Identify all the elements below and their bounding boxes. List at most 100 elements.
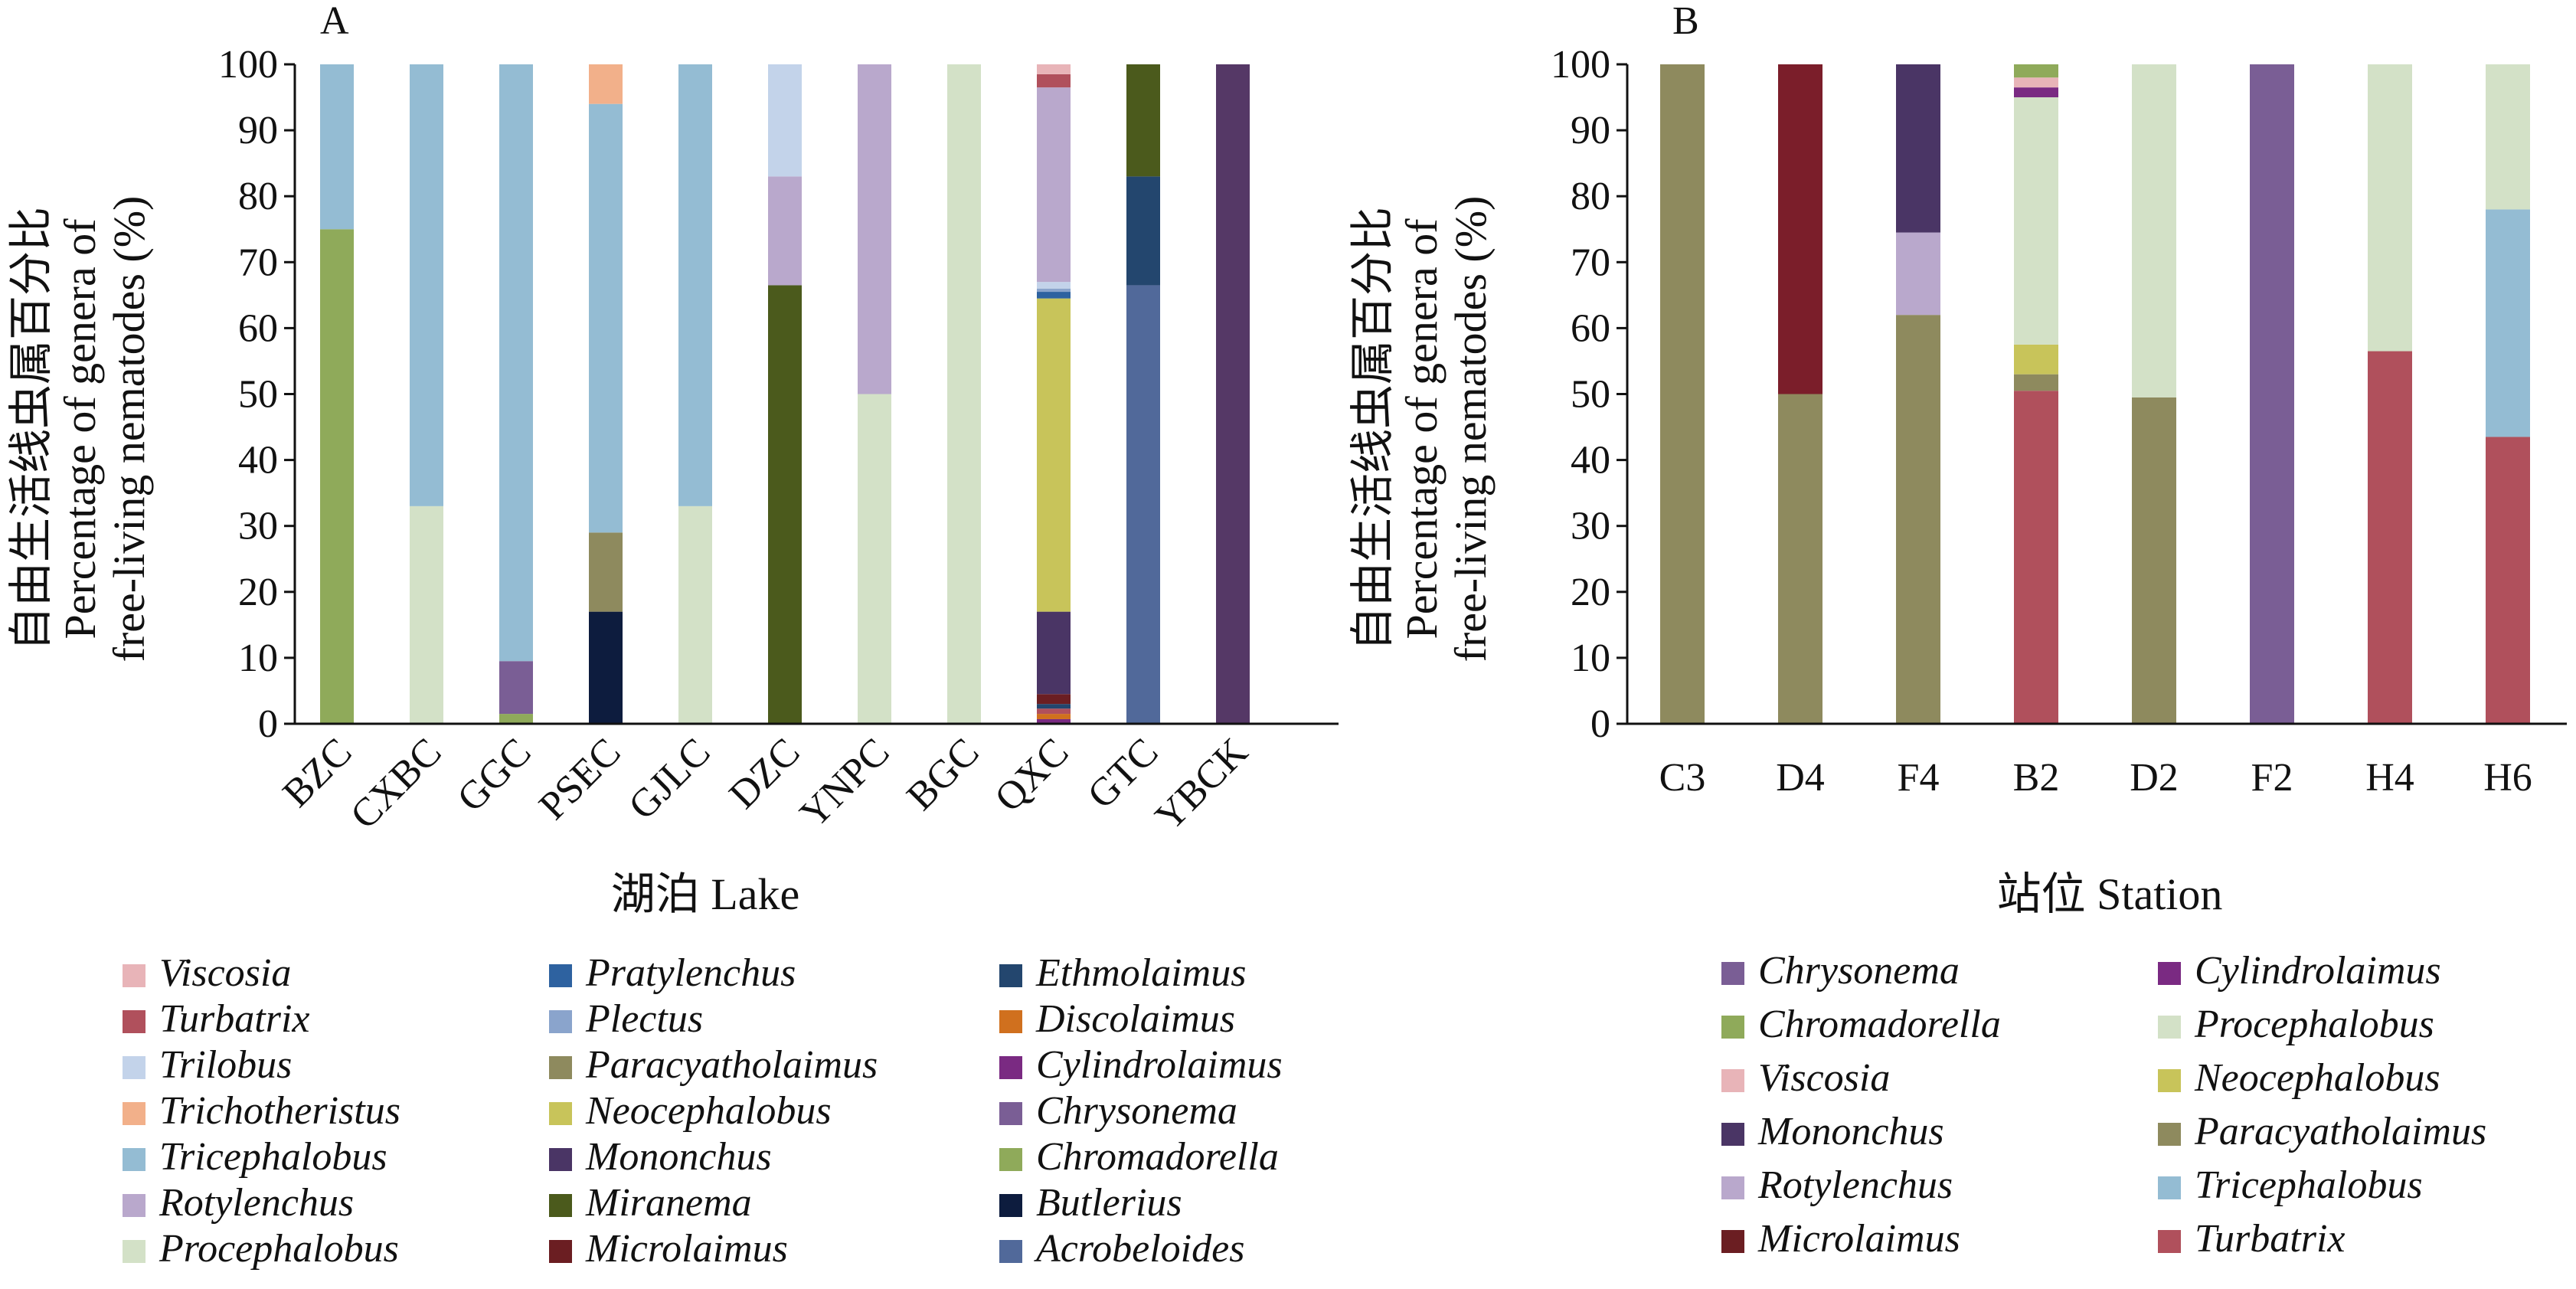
bar-C3	[1660, 64, 1705, 724]
legend-item-rotylenchus: Rotylenchus	[123, 1181, 354, 1225]
bar-PSEC	[589, 64, 623, 724]
bar-H4	[2368, 64, 2412, 724]
y-tick-label: 90	[238, 109, 278, 152]
y-tick-label: 0	[1590, 702, 1610, 746]
bar-segment-mononchus	[1896, 64, 1940, 233]
y-tick-label: 100	[218, 43, 278, 87]
legend-swatch	[1721, 1016, 1744, 1039]
panel-b-y-ticks: 0 10 20 30 40 50 60 70 80 90 100	[1551, 43, 1627, 746]
legend-item-plectus: Plectus	[549, 997, 703, 1041]
legend-swatch	[549, 1194, 572, 1217]
legend-label: Turbatrix	[159, 997, 310, 1041]
legend-label: Cylindrolaimus	[1036, 1043, 1283, 1087]
legend-item-neocephalobus: Neocephalobus	[2158, 1056, 2440, 1100]
legend-item-chromadorella: Chromadorella	[1721, 1003, 2001, 1046]
legend-item-microlaimus: Microlaimus	[1721, 1217, 1960, 1261]
bar-segment-chrysonema	[2250, 64, 2294, 724]
y-tick-label: 50	[238, 373, 278, 417]
bar-segment-ethmolaimus	[1037, 704, 1071, 709]
y-tick-label: 30	[1571, 505, 1610, 548]
bar-segment-turbatrix	[1037, 74, 1071, 88]
bar-H6	[2486, 64, 2530, 724]
panel-b-y-title-cn: 自由生活线虫属百分比	[1348, 207, 1398, 651]
legend-item-trichotheristus: Trichotheristus	[123, 1089, 400, 1133]
bar-segment-turbatrix	[2486, 437, 2530, 724]
bar-segment-chromadorella	[320, 229, 354, 724]
legend-item-neocephalobus: Neocephalobus	[549, 1089, 832, 1133]
y-tick-label: 100	[1551, 43, 1610, 87]
x-tick-label: B2	[2013, 756, 2060, 800]
bar-segment-procephalobus	[947, 64, 981, 724]
bar-segment-miranema	[1126, 64, 1160, 177]
legend-swatch	[2158, 1069, 2181, 1092]
legend-label: Mononchus	[585, 1135, 772, 1179]
legend-item-paracyatholaimus: Paracyatholaimus	[549, 1043, 878, 1087]
bar-segment-paracyatholaimus	[1896, 315, 1940, 724]
y-tick-label: 10	[238, 636, 278, 680]
bar-segment-microlaimus	[1037, 694, 1071, 705]
legend-label: Rotylenchus	[1757, 1163, 1953, 1207]
legend-item-chromadorella: Chromadorella	[999, 1135, 1279, 1179]
bar-segment-plectus	[1037, 288, 1071, 293]
bar-segment-procephalobus	[678, 505, 712, 724]
legend-swatch	[2158, 1176, 2181, 1199]
bar-YBCK	[1216, 64, 1250, 724]
bar-segment-discolaimus	[1037, 714, 1071, 719]
legend-swatch	[549, 1102, 572, 1125]
y-tick-label: 20	[238, 571, 278, 614]
x-tick-label: C3	[1659, 756, 1706, 800]
bar-segment-trilobus	[1037, 282, 1071, 289]
legend-swatch	[1721, 1123, 1744, 1146]
legend-item-butlerius: Butlerius	[999, 1181, 1182, 1225]
legend-item-tricephalobus: Tricephalobus	[123, 1135, 387, 1179]
legend-label: Neocephalobus	[2194, 1056, 2440, 1100]
bar-segment-viscosia	[2014, 77, 2058, 88]
panel-a-bars	[320, 64, 1250, 724]
legend-swatch	[2158, 962, 2181, 985]
legend-label: Plectus	[585, 997, 703, 1041]
x-tick-label: YNPC	[792, 730, 897, 836]
panel-a-y-title-en2: free-living nematodes (%)	[104, 196, 154, 662]
x-tick-label: BGC	[899, 730, 988, 819]
legend-swatch	[999, 1102, 1022, 1125]
legend-item-cylindrolaimus: Cylindrolaimus	[999, 1043, 1283, 1087]
bar-segment-pratylenchus	[1037, 292, 1071, 299]
y-tick-label: 10	[1571, 636, 1610, 680]
legend-swatch	[1721, 1176, 1744, 1199]
x-tick-label: H4	[2365, 756, 2414, 800]
legend-swatch	[1721, 962, 1744, 985]
legend-item-acrobeloides: Acrobeloides	[999, 1227, 1244, 1271]
y-tick-label: 40	[238, 439, 278, 483]
legend-swatch	[123, 1194, 145, 1217]
legend-item-procephalobus: Procephalobus	[2158, 1003, 2434, 1046]
bar-segment-procephalobus	[410, 505, 443, 724]
legend-swatch	[123, 1056, 145, 1079]
bar-segment-rotylenchus	[1896, 232, 1940, 316]
bar-segment-ethmolaimus	[1126, 176, 1160, 286]
bar-D2	[2132, 64, 2176, 724]
legend-item-pratylenchus: Pratylenchus	[549, 951, 796, 995]
x-tick-label: H6	[2483, 756, 2532, 800]
legend-label: Paracyatholaimus	[2194, 1110, 2486, 1153]
legend-swatch	[2158, 1123, 2181, 1146]
legend-item-viscosia: Viscosia	[1721, 1056, 1890, 1100]
legend-item-microlaimus: Microlaimus	[549, 1227, 788, 1271]
bar-segment-mononchus	[1037, 611, 1071, 695]
x-tick-label: F2	[2251, 756, 2293, 800]
bar-BGC	[947, 64, 981, 724]
bar-GTC	[1126, 64, 1160, 724]
legend-label: Viscosia	[159, 951, 291, 995]
bar-segment-chromadorella	[499, 714, 533, 724]
panel-b-y-title: 自由生活线虫属百分比 Percentage of genera of free-…	[1348, 196, 1496, 662]
x-tick-label: YBCK	[1147, 730, 1257, 839]
panel-b-label: B	[1672, 0, 1699, 43]
bar-segment-tricephalobus	[410, 64, 443, 506]
legend-swatch	[549, 1056, 572, 1079]
bar-segment-procephalobus	[2486, 64, 2530, 210]
bar-F2	[2250, 64, 2294, 724]
legend-swatch	[549, 1010, 572, 1033]
legend-swatch	[999, 1056, 1022, 1079]
bar-segment-paracyatholaimus	[1778, 394, 1822, 724]
